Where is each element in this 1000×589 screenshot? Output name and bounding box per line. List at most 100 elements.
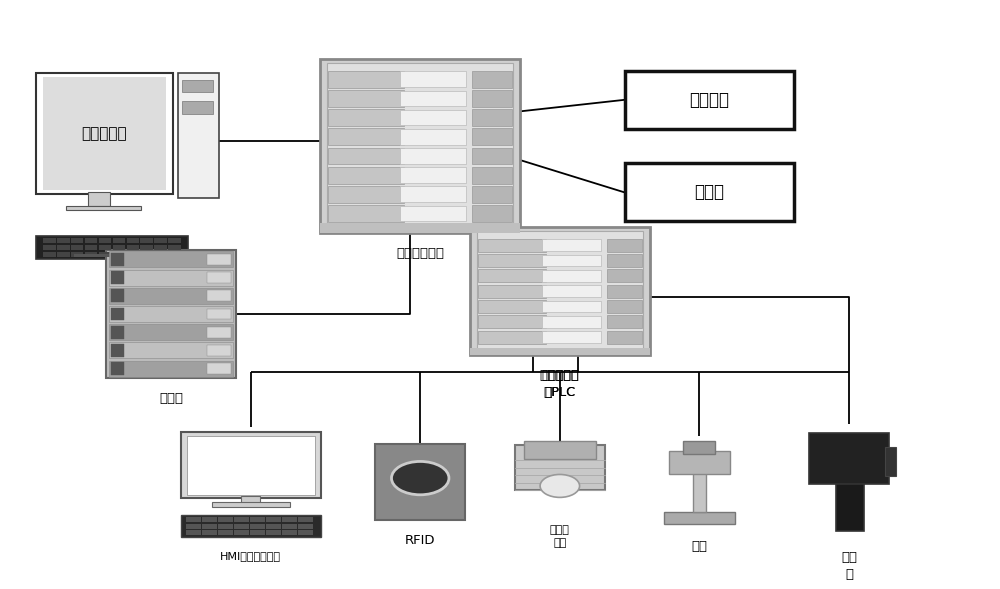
Bar [127, 252, 139, 257]
Bar [400, 129, 466, 145]
Bar [478, 269, 546, 282]
Bar [57, 252, 70, 257]
Bar [212, 502, 290, 507]
Text: 扫码
枪: 扫码 枪 [841, 551, 857, 581]
Bar [109, 360, 233, 376]
Bar [470, 227, 650, 355]
Bar [327, 64, 513, 229]
Bar [472, 109, 512, 126]
Bar [111, 289, 124, 302]
Bar [472, 186, 512, 203]
Bar [182, 80, 213, 92]
Bar [182, 101, 213, 114]
Bar [99, 244, 111, 250]
Bar [202, 530, 217, 535]
Bar [207, 327, 231, 337]
Bar [320, 59, 520, 233]
Bar [234, 530, 249, 535]
Text: 气缸: 气缸 [691, 540, 707, 552]
Bar [266, 530, 281, 535]
Bar [140, 237, 153, 243]
Bar [472, 167, 512, 184]
Bar [478, 300, 546, 313]
Bar [43, 244, 56, 250]
Bar [207, 272, 231, 283]
Bar [207, 309, 231, 319]
Bar [836, 475, 864, 531]
Bar [186, 524, 201, 528]
Bar [109, 306, 233, 322]
Bar [74, 254, 135, 257]
Bar [298, 517, 313, 522]
Bar [625, 164, 794, 221]
Circle shape [540, 475, 580, 497]
Bar [809, 434, 889, 484]
Bar [57, 244, 70, 250]
Bar [202, 517, 217, 522]
Bar [472, 128, 512, 145]
Bar [71, 237, 83, 243]
Bar [109, 270, 233, 286]
Bar [328, 71, 404, 88]
Text: 设备生产指
示PLC: 设备生产指 示PLC [540, 369, 580, 399]
Bar [683, 441, 715, 454]
Bar [88, 192, 110, 206]
Bar [607, 300, 642, 313]
Bar [241, 496, 260, 503]
Bar [66, 206, 141, 210]
Bar [109, 325, 233, 340]
Text: 生产服务器: 生产服务器 [82, 126, 127, 141]
Bar [400, 187, 466, 202]
Bar [542, 254, 601, 266]
Bar [400, 148, 466, 164]
Bar [207, 345, 231, 356]
Bar [607, 269, 642, 282]
Bar [282, 530, 297, 535]
Bar [607, 330, 642, 343]
Bar [154, 237, 167, 243]
Bar [181, 515, 320, 537]
Bar [207, 290, 231, 301]
Bar [99, 237, 111, 243]
Bar [43, 77, 166, 190]
Text: 设备生产指
示PLC: 设备生产指 示PLC [541, 369, 579, 399]
Bar [400, 91, 466, 106]
Bar [542, 239, 601, 251]
Text: 打刻机: 打刻机 [694, 183, 724, 201]
Bar [625, 71, 794, 129]
Bar [113, 244, 125, 250]
Bar [178, 72, 219, 198]
Bar [111, 362, 124, 375]
Bar [109, 342, 233, 358]
Bar [111, 344, 124, 357]
Bar [186, 530, 201, 535]
Bar [111, 307, 124, 320]
Bar [664, 512, 735, 524]
Bar [218, 530, 233, 535]
Bar [168, 237, 181, 243]
Bar [234, 517, 249, 522]
Bar [36, 236, 188, 259]
Bar [472, 148, 512, 164]
Bar [266, 517, 281, 522]
Bar [218, 517, 233, 522]
Bar [478, 315, 546, 328]
Text: 新增传
感器: 新增传 感器 [550, 525, 570, 548]
Bar [106, 250, 236, 378]
Circle shape [392, 461, 449, 495]
Bar [154, 244, 167, 250]
Bar [400, 110, 466, 125]
Bar [140, 244, 153, 250]
Bar [127, 237, 139, 243]
Bar [542, 270, 601, 282]
Bar [71, 244, 83, 250]
Bar [477, 231, 643, 350]
Bar [282, 517, 297, 522]
Bar [109, 288, 233, 304]
Bar [542, 331, 601, 343]
Bar [542, 316, 601, 327]
Bar [168, 244, 181, 250]
Bar [298, 530, 313, 535]
Bar [524, 441, 596, 459]
Bar [472, 90, 512, 107]
